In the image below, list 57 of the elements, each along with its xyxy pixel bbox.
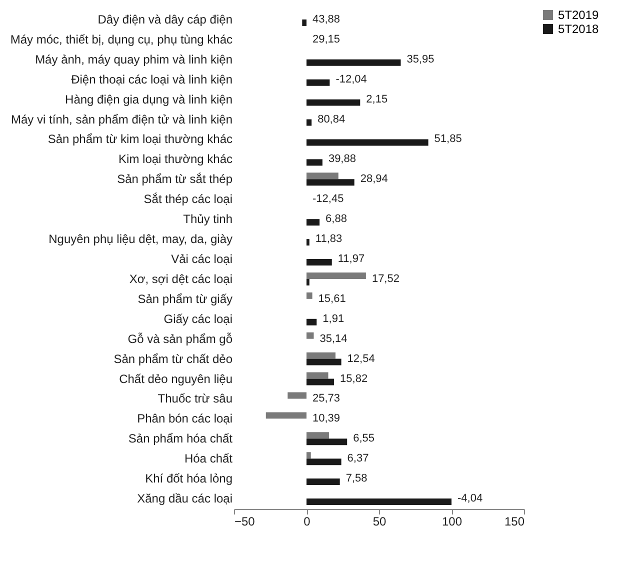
y-tick-label: Kim loại thường khác	[118, 152, 232, 166]
y-tick-label: Máy móc, thiết bị, dụng cụ, phụ tùng khác	[10, 32, 232, 46]
y-tick-label: Gỗ và sản phẩm gỗ	[128, 332, 233, 346]
y-tick-label: Thuốc trừ sâu	[158, 392, 232, 406]
y-tick-label: Máy vi tính, sản phẩm điện tử và linh kiện	[11, 112, 232, 126]
annotation: 2,15	[366, 93, 388, 106]
x-tick-label: 0	[304, 514, 311, 528]
annotation: 35,14	[320, 332, 348, 345]
y-tick-label: Điện thoại các loại và linh kiện	[71, 72, 232, 86]
y-tick-label: Sản phẩm từ giấy	[138, 292, 232, 306]
y-tick-label: Sắt thép các loại	[144, 192, 232, 206]
x-tick-label: 100	[442, 514, 462, 528]
y-tick-label: Hàng điện gia dụng và linh kiện	[65, 92, 232, 106]
annotation: 7,58	[346, 472, 368, 485]
y-tick-label: Sản phẩm từ kim loại thường khác	[48, 132, 232, 146]
annotation: 1,91	[322, 312, 344, 325]
annotation: 28,94	[360, 173, 388, 186]
y-tick-label: Chất dẻo nguyên liệu	[119, 372, 232, 386]
annotation: 15,82	[340, 372, 368, 385]
y-tick-label: Sản phẩm từ chất dẻo	[114, 352, 233, 366]
y-tick-label: Hóa chất	[184, 452, 234, 466]
annotation: 6,88	[326, 213, 347, 226]
y-tick-label: Vải các loại	[171, 252, 232, 266]
annotation: 51,85	[434, 133, 462, 146]
annotation: 12,54	[347, 352, 375, 365]
annotation: 35,95	[406, 53, 434, 66]
x-tick-label: −50	[234, 514, 256, 528]
y-tick-label: Nguyên phụ liệu dệt, may, da, giày	[48, 232, 232, 246]
annotation: 11,83	[315, 233, 342, 246]
annotation: 39,88	[328, 153, 356, 166]
y-tick-label: Dây điện và dây cáp điện	[98, 12, 232, 26]
y-tick-label: Phân bón các loại	[137, 412, 232, 426]
annotation: 6,37	[347, 452, 369, 465]
legend-label: 5T2019	[558, 8, 600, 22]
annotation: 29,15	[312, 33, 340, 46]
annotation: 15,61	[318, 292, 346, 305]
y-tick-label: Xơ, sợi dệt các loại	[129, 272, 232, 286]
y-tick-label: Thủy tinh	[183, 212, 232, 226]
annotation: 25,73	[312, 392, 340, 405]
annotation: 80,84	[318, 113, 346, 126]
annotation: 43,88	[312, 13, 340, 26]
annotation: -12,45	[312, 193, 344, 206]
legend-label: 5T2018	[558, 22, 600, 36]
annotation: -12,04	[336, 73, 367, 86]
x-tick-label: 150	[504, 514, 525, 528]
annotation: 6,55	[353, 432, 375, 445]
annotation: -4,04	[458, 492, 483, 505]
annotation: 10,39	[312, 412, 340, 425]
y-tick-label: Sản phẩm từ sắt thép	[117, 172, 233, 186]
y-tick-label: Sản phẩm hóa chất	[128, 432, 234, 446]
x-tick-label: 50	[372, 514, 386, 528]
y-tick-label: Xăng dầu các loại	[137, 492, 232, 506]
y-tick-label: Giấy các loại	[164, 312, 232, 326]
annotation: 11,97	[338, 253, 365, 265]
y-tick-label: Khí đốt hóa lỏng	[145, 472, 232, 486]
y-tick-label: Máy ảnh, máy quay phim và linh kiện	[35, 52, 232, 66]
annotation: 17,52	[372, 272, 400, 285]
